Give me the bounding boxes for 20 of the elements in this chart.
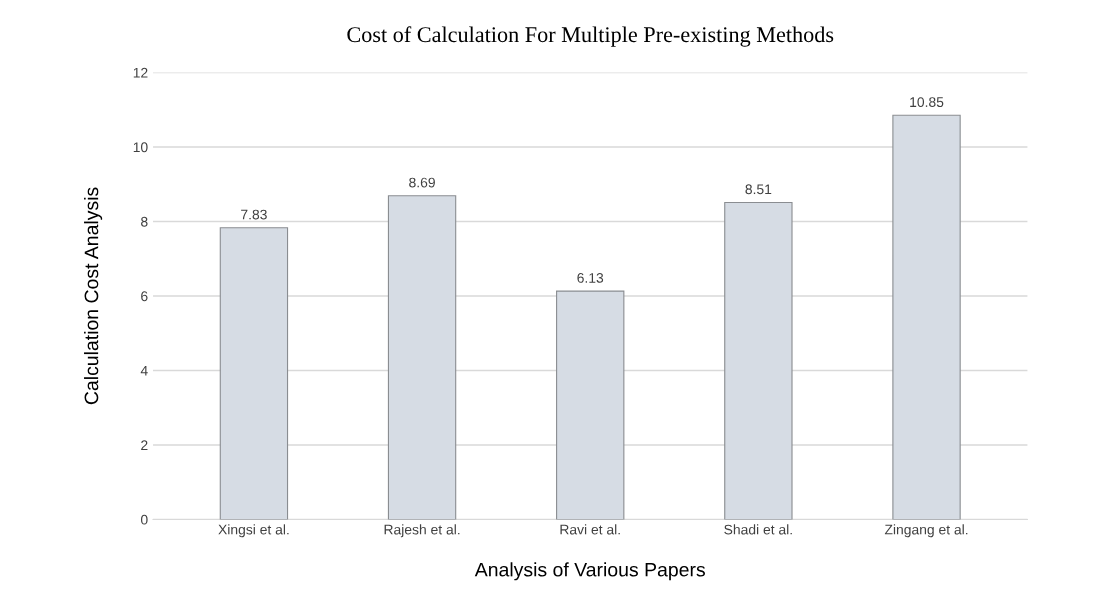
y-tick-label: 12 [133, 67, 148, 78]
y-tick-label: 0 [140, 514, 148, 525]
x-axis-title: Analysis of Various Papers [474, 562, 705, 581]
x-tick-label: Xingsi et al. [218, 524, 289, 538]
chart-title: Cost of Calculation For Multiple Pre-existing Methods [347, 26, 834, 47]
data-label: 7.83 [241, 209, 267, 220]
x-tick-label: Rajesh et al. [384, 524, 460, 538]
y-tick-label: 8 [141, 216, 148, 227]
y-tick-label: 10 [133, 142, 148, 153]
data-label: 8.51 [745, 184, 772, 195]
y-axis-title: Calculation Cost Analysis [84, 187, 103, 405]
data-label: 10.85 [910, 97, 944, 108]
y-tick-label: 4 [140, 365, 148, 376]
x-tick-label: Zingang et al. [884, 524, 968, 538]
x-tick-label: Shadi et al. [724, 524, 792, 535]
data-label: 8.69 [409, 177, 435, 188]
x-tick-label: Ravi et al. [560, 524, 620, 535]
y-tick-label: 6 [141, 291, 148, 302]
y-tick-label: 2 [141, 440, 148, 450]
data-label: 6.13 [577, 272, 604, 283]
